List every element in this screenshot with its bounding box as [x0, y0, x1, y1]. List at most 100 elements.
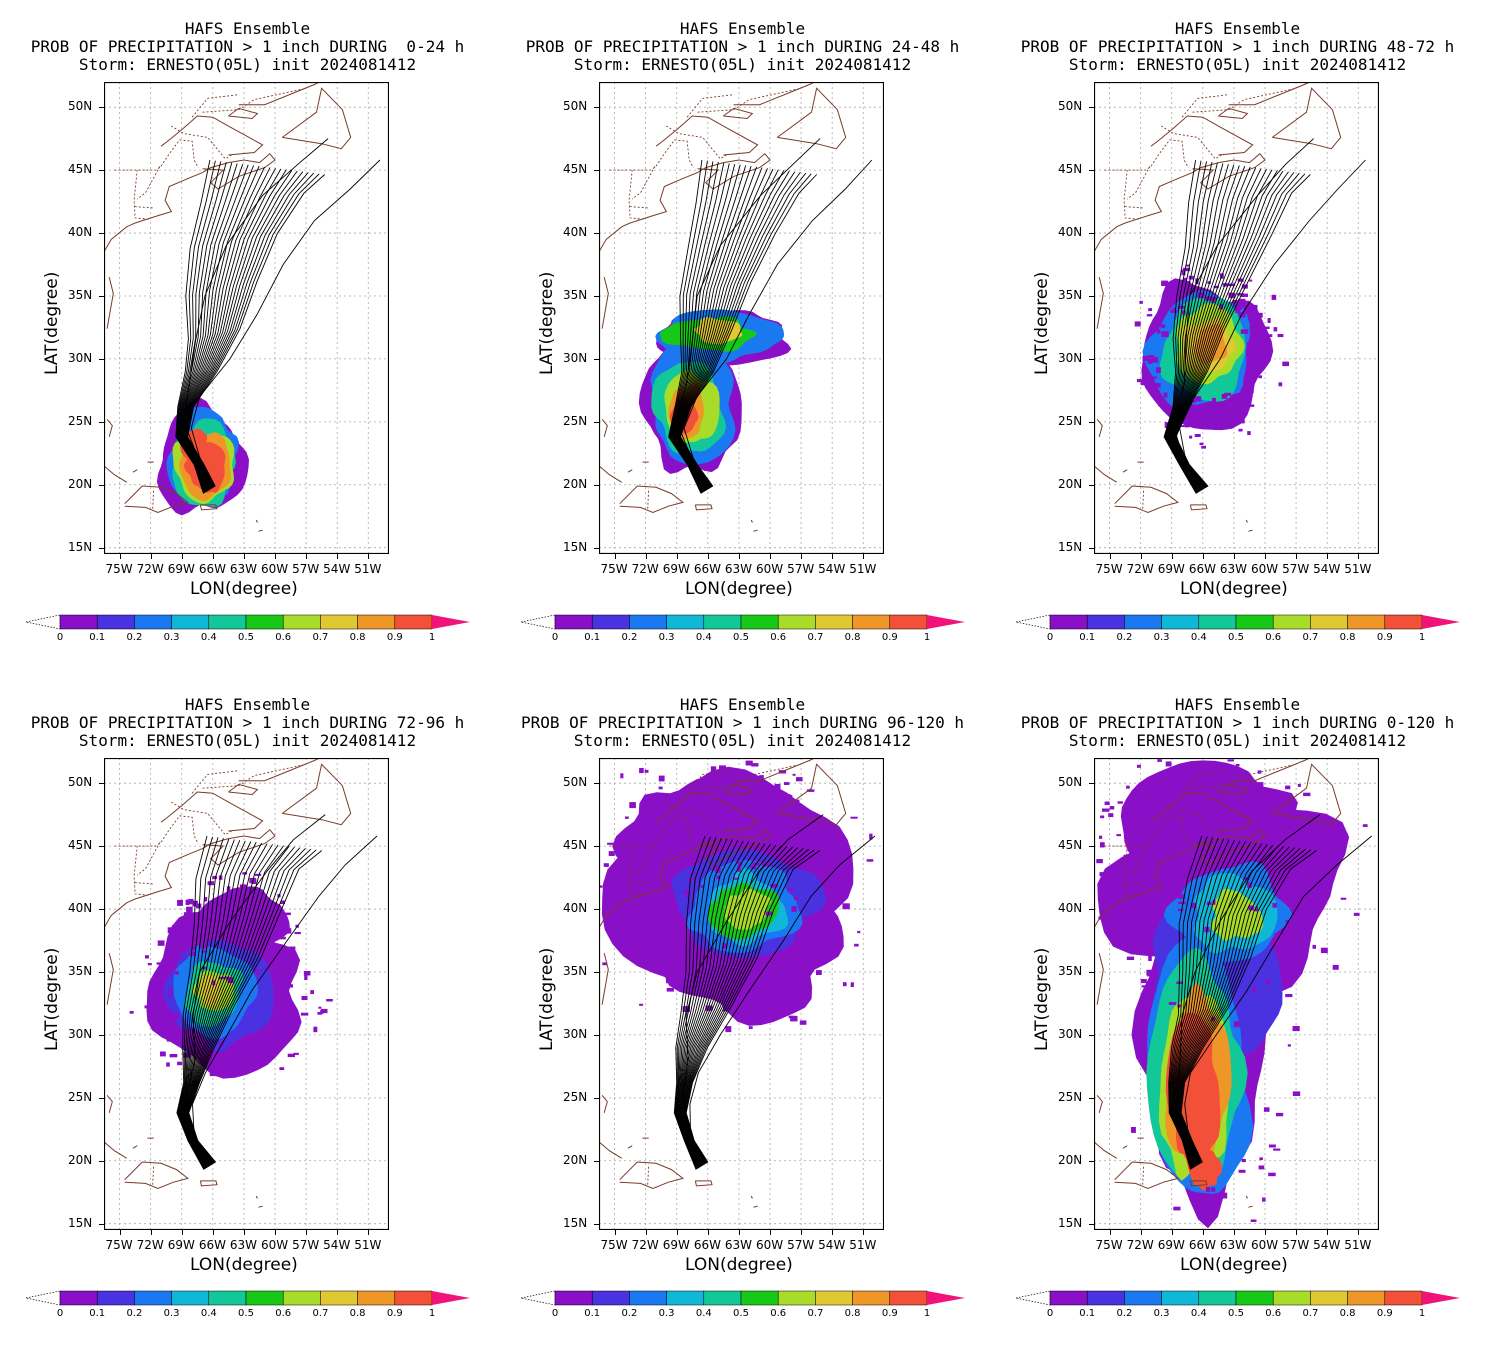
- lon-tick-label: 63W: [724, 562, 753, 576]
- colorbar-segment: [245, 614, 284, 630]
- colorbar-tick-label: 0.4: [200, 1308, 217, 1319]
- lon-tick-label: 60W: [261, 1238, 289, 1252]
- lon-tick-label: 54W: [1313, 562, 1341, 576]
- lat-tick-label: 35N: [68, 287, 93, 302]
- colorbar-segment: [591, 614, 630, 630]
- political-borders: [114, 763, 307, 1185]
- lat-tick-label: 15N: [563, 539, 588, 554]
- lon-tick-label: 54W: [323, 562, 351, 576]
- precip-probability-field: [129, 872, 333, 1087]
- colorbar-segment: [703, 1290, 742, 1306]
- lon-tick-label: 63W: [229, 562, 258, 576]
- lat-tick-label: 30N: [68, 350, 93, 365]
- lat-tick-mark: [1089, 1223, 1094, 1225]
- colorbar-tick-label: 0.8: [844, 632, 861, 643]
- lat-tick-mark: [594, 971, 599, 973]
- colorbar-segment: [1235, 1290, 1274, 1306]
- lon-tick-mark: [119, 1230, 121, 1235]
- colorbar-tick-label: 0.2: [126, 1308, 143, 1319]
- lon-tick-label: 66W: [198, 1238, 226, 1252]
- colorbar-segment: [740, 1290, 779, 1306]
- colorbar-tick-label: 0.2: [1116, 1308, 1133, 1319]
- x-axis-label: LON(degree): [1180, 579, 1288, 599]
- panel-title-variable: PROB OF PRECIPITATION > 1 inch DURING 48…: [1020, 37, 1455, 56]
- colorbar-segment: [1049, 1290, 1088, 1306]
- lon-tick-mark: [243, 554, 245, 559]
- colorbar-segment: [1347, 614, 1386, 630]
- lat-tick-label: 30N: [1058, 350, 1083, 365]
- lat-tick-label: 45N: [68, 162, 93, 177]
- lon-tick-label: 54W: [1313, 1238, 1341, 1252]
- lon-tick-label: 72W: [1126, 1238, 1154, 1252]
- colorbar-overflow-triangle: [1422, 615, 1460, 629]
- lon-tick-mark: [832, 554, 834, 559]
- colorbar-tick-label: 0.2: [126, 632, 143, 643]
- lon-tick-mark: [863, 1230, 865, 1235]
- lon-tick-mark: [1265, 554, 1266, 559]
- colorbar-tick-label: 0.6: [1265, 632, 1282, 643]
- lon-tick-label: 63W: [1219, 1238, 1248, 1252]
- precip-speckle: [1096, 758, 1368, 1222]
- colorbar-segment: [1124, 614, 1162, 630]
- colorbar-segment: [554, 1290, 593, 1306]
- lat-tick-label: 50N: [1058, 775, 1083, 790]
- lat-tick-label: 40N: [68, 225, 93, 240]
- colorbar-tick-label: 0.1: [584, 632, 601, 643]
- lat-tick-mark: [594, 484, 599, 486]
- colorbar-tick-label: 0.8: [1339, 1308, 1356, 1319]
- lat-tick-mark: [99, 421, 104, 423]
- panel-title-variable: PROB OF PRECIPITATION > 1 inch DURING 96…: [520, 713, 965, 732]
- x-axis-label: LON(degree): [685, 1255, 793, 1275]
- colorbar-tick-label: 0.6: [770, 632, 787, 643]
- lat-tick-mark: [1089, 1097, 1094, 1099]
- precip-probability-field: [1096, 758, 1368, 1229]
- lat-tick-mark: [1089, 1160, 1094, 1162]
- lon-tick-label: 75W: [105, 1238, 133, 1252]
- lon-tick-label: 69W: [1157, 1238, 1185, 1252]
- lon-tick-label: 54W: [818, 1238, 846, 1252]
- colorbar-segment: [1086, 1290, 1125, 1306]
- lon-tick-label: 57W: [1282, 562, 1310, 576]
- lon-tick-label: 57W: [787, 1238, 815, 1252]
- colorbar-segment: [1161, 614, 1200, 630]
- colorbar-segment: [394, 1290, 433, 1306]
- panel-title-model: HAFS Ensemble: [184, 19, 311, 38]
- map-plot: [1094, 758, 1379, 1230]
- precip-speckle: [599, 760, 874, 1033]
- lon-tick-label: 66W: [693, 562, 721, 576]
- lat-tick-label: 35N: [1058, 963, 1083, 978]
- lon-tick-mark: [1140, 554, 1142, 559]
- colorbar-tick-label: 0.2: [621, 1308, 638, 1319]
- colorbar-tick-label: 0.8: [844, 1308, 861, 1319]
- lat-tick-label: 35N: [563, 287, 588, 302]
- colorbar-segment: [1272, 1290, 1311, 1306]
- colorbar-tick-label: 1: [1418, 1308, 1426, 1319]
- lon-tick-mark: [738, 554, 740, 559]
- colorbar-segment: [1310, 1290, 1348, 1306]
- panel-title-variable: PROB OF PRECIPITATION > 1 inch DURING 0-…: [1020, 713, 1455, 732]
- colorbar-segment: [96, 614, 135, 630]
- colorbar-tick-label: 0.9: [386, 1308, 403, 1319]
- lat-tick-mark: [99, 547, 104, 549]
- lat-tick-label: 25N: [1058, 1089, 1083, 1104]
- panel-title-storm: Storm: ERNESTO(05L) init 2024081412: [1068, 55, 1407, 74]
- colorbar-segment: [1384, 614, 1423, 630]
- lat-tick-mark: [1089, 783, 1094, 785]
- ensemble-tracks: [176, 814, 378, 1170]
- lon-tick-mark: [212, 554, 214, 559]
- lon-tick-label: 51W: [354, 1238, 382, 1252]
- colorbar-underflow-triangle: [25, 1290, 61, 1306]
- lat-tick-mark: [99, 909, 104, 911]
- lat-tick-label: 45N: [1058, 838, 1083, 853]
- lon-tick-label: 69W: [662, 562, 690, 576]
- colorbar-tick-label: 0.7: [1302, 632, 1319, 643]
- lon-tick-mark: [119, 554, 121, 559]
- panel-title-storm: Storm: ERNESTO(05L) init 2024081412: [1068, 731, 1407, 750]
- lon-tick-mark: [707, 554, 709, 559]
- lon-tick-mark: [337, 1230, 339, 1235]
- lat-tick-label: 40N: [563, 901, 588, 916]
- ensemble-tracks: [673, 814, 876, 1170]
- lat-tick-label: 35N: [68, 963, 93, 978]
- lon-tick-label: 69W: [167, 562, 195, 576]
- x-axis-label: LON(degree): [190, 1255, 298, 1275]
